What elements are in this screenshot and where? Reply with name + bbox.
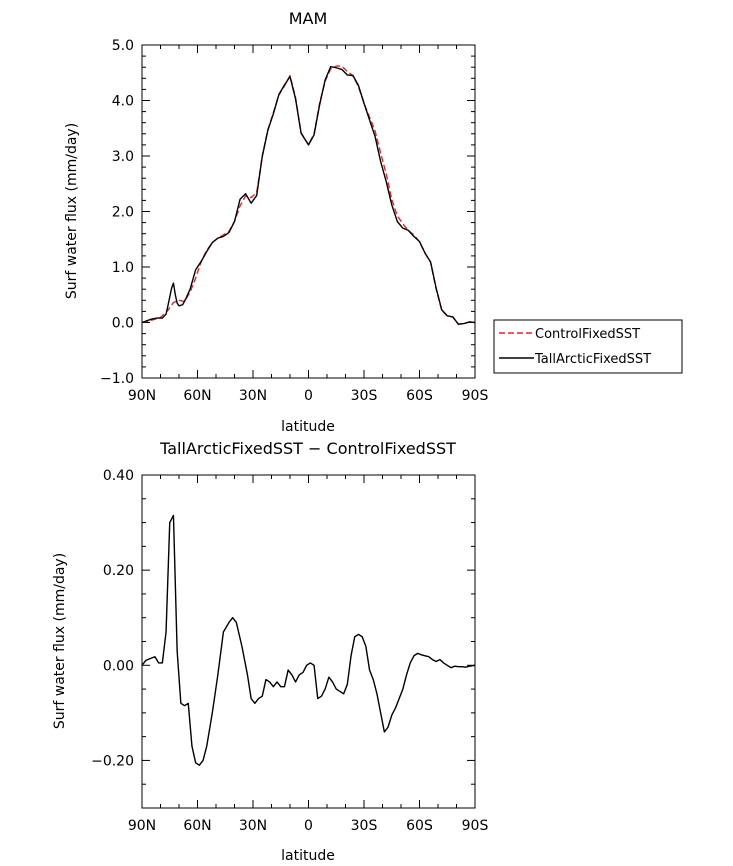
x-tick-label: 30N: [239, 388, 267, 404]
bottom-y-tick-labels: −0.20 0.00 0.20 0.40: [91, 468, 134, 769]
top-x-tick-labels: 90N 60N 30N 0 30S 60S 90S: [128, 388, 489, 404]
bottom-series-lines: [141, 514, 476, 766]
bottom-plot-frame: [141, 474, 476, 809]
legend: ControlFixedSST TallArcticFixedSST: [493, 319, 683, 374]
series-line-difference: [141, 514, 476, 766]
x-tick-label: 60S: [406, 818, 433, 834]
y-tick-label: 5.0: [112, 38, 134, 54]
series-line-tallarcticfixedsst: [141, 65, 476, 325]
x-tick-label: 60N: [183, 388, 211, 404]
top-series-lines: [141, 65, 476, 325]
x-tick-label: 90N: [128, 388, 156, 404]
y-tick-label: 0.40: [103, 468, 134, 484]
x-tick-label: 30S: [351, 388, 378, 404]
y-tick-label: 2.0: [112, 205, 134, 221]
bottom-x-tick-labels: 90N 60N 30N 0 30S 60S 90S: [128, 818, 489, 834]
x-tick-label: 30N: [239, 818, 267, 834]
bottom-chart-title: TallArcticFixedSST − ControlFixedSST: [159, 439, 456, 458]
x-tick-label: 60N: [183, 818, 211, 834]
bottom-x-axis-title: latitude: [281, 848, 335, 864]
x-tick-label: 60S: [406, 388, 433, 404]
bottom-chart-panel: TallArcticFixedSST − ControlFixedSST 90N…: [52, 439, 488, 864]
top-plot-frame: [141, 44, 476, 379]
top-chart-panel: MAM 90N 60N 30N 0 30S 60S 90S −1.0 0.0 1.0 2.0 3.0…: [64, 9, 683, 435]
top-y-axis-title: Surf water flux (mm/day): [64, 123, 80, 299]
x-tick-label: 90N: [128, 818, 156, 834]
y-tick-label: 3.0: [112, 149, 134, 165]
y-tick-label: 0.0: [112, 316, 134, 332]
y-tick-label: 0.00: [103, 658, 134, 674]
x-tick-label: 30S: [351, 818, 378, 834]
series-line-controlfixedsst: [141, 65, 476, 325]
top-chart-title: MAM: [289, 9, 328, 28]
x-tick-label: 0: [304, 818, 313, 834]
x-tick-label: 90S: [462, 388, 489, 404]
y-tick-label: 0.20: [103, 563, 134, 579]
top-x-axis-title: latitude: [281, 419, 335, 435]
legend-label-tallarctic: TallArcticFixedSST: [534, 352, 651, 367]
x-tick-label: 0: [304, 388, 313, 404]
top-axis-ticks: [141, 44, 476, 379]
top-y-tick-labels: −1.0 0.0 1.0 2.0 3.0 4.0 5.0: [100, 38, 134, 387]
bottom-y-axis-title: Surf water flux (mm/day): [52, 553, 68, 729]
x-tick-label: 90S: [462, 818, 489, 834]
y-tick-label: 4.0: [112, 94, 134, 110]
legend-box: [493, 319, 683, 374]
legend-label-control: ControlFixedSST: [535, 327, 640, 342]
bottom-axis-ticks: [141, 474, 476, 808]
y-tick-label: −0.20: [91, 753, 134, 769]
y-tick-label: 1.0: [112, 260, 134, 276]
y-tick-label: −1.0: [100, 371, 134, 387]
